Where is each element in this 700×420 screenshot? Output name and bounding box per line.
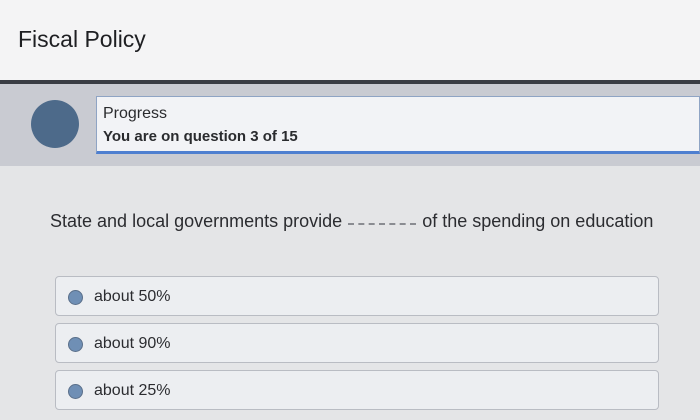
answer-option[interactable]: about 50%	[55, 276, 659, 316]
radio-button[interactable]	[68, 290, 83, 305]
answer-option[interactable]: about 25%	[55, 370, 659, 410]
option-text: about 50%	[94, 288, 171, 305]
question-text: of the spending on education	[422, 211, 654, 231]
blank	[348, 223, 417, 225]
question-text: State and local governments provide	[50, 211, 343, 231]
radio-button[interactable]	[68, 384, 83, 399]
progress-label: Progress	[103, 105, 168, 122]
progress-box: Progress You are on question 3 of 15	[96, 96, 700, 154]
avatar-icon	[31, 100, 79, 148]
question: State and local governments provide of th…	[50, 211, 653, 232]
option-text: about 25%	[94, 382, 171, 399]
progress-status: You are on question 3 of 15	[103, 128, 298, 145]
header: Fiscal Policy	[0, 0, 700, 84]
radio-button[interactable]	[68, 337, 83, 352]
answer-option[interactable]: about 90%	[55, 323, 659, 363]
option-text: about 90%	[94, 335, 171, 352]
page-title: Fiscal Policy	[18, 26, 146, 52]
